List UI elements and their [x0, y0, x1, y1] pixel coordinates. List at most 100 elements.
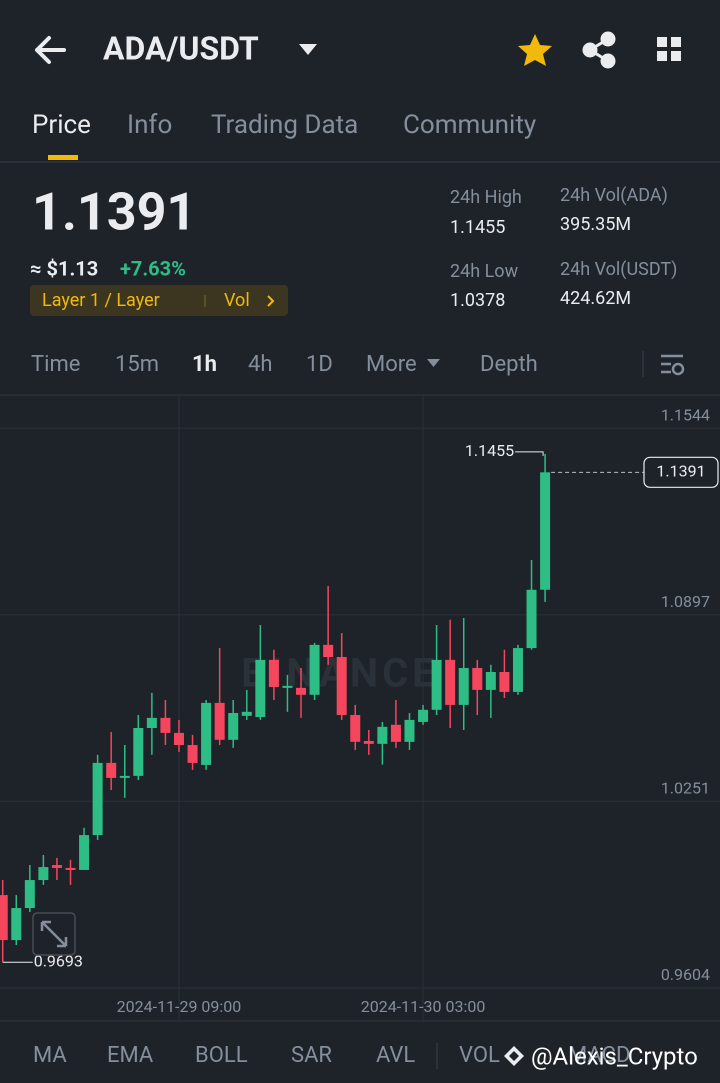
interval[interactable]: 4h — [248, 352, 272, 377]
candle-body — [472, 667, 483, 690]
candle-body — [92, 762, 103, 836]
candle-body — [0, 895, 8, 941]
tag-chevron — [267, 295, 275, 307]
candle-body — [418, 709, 429, 722]
candle-body — [24, 880, 35, 909]
candle-body — [241, 711, 252, 716]
candle-body — [526, 589, 537, 649]
indicator[interactable]: EMA — [107, 1043, 154, 1068]
candle-body — [363, 740, 374, 744]
candle-body — [228, 712, 239, 740]
candle-body — [309, 644, 320, 695]
indicator[interactable]: AVL — [376, 1043, 415, 1068]
fiat-price: ≈ $1.13 — [30, 256, 98, 280]
candle-body — [160, 717, 171, 733]
candle-body — [106, 762, 117, 778]
candlestick-chart: BINANCE0.96041.02511.08971.15442024-11-2… — [0, 395, 720, 1020]
candle-body — [540, 472, 551, 590]
favorite-star[interactable] — [518, 34, 552, 66]
candle-body — [336, 657, 347, 716]
more-caret — [427, 359, 440, 367]
tab[interactable]: Community — [403, 110, 536, 140]
interval-bar: Time 15m 1h 4h 1D More Depth — [31, 352, 538, 377]
watermark-logo — [504, 1046, 524, 1066]
candle-body — [38, 867, 49, 881]
x-tick-label: 2024-11-30 03:00 — [361, 997, 486, 1016]
candle-body — [323, 644, 334, 658]
last-price: 1.1391 — [32, 182, 196, 243]
tab[interactable]: Price — [32, 110, 91, 140]
stats: 24h High 1.1455 24h Vol(ADA) 395.35M 24h Low… — [450, 185, 677, 311]
tab[interactable]: Info — [127, 110, 172, 140]
tab[interactable]: Trading Data — [211, 110, 358, 140]
candle-body — [499, 672, 510, 692]
last-price-box — [643, 456, 719, 488]
y-tick-label: 1.0897 — [661, 592, 710, 611]
stat-label: 24h Vol(ADA) — [560, 185, 668, 206]
candle-body — [11, 908, 22, 941]
candle-body — [296, 687, 307, 695]
indicator[interactable]: SAR — [291, 1043, 332, 1068]
stat-value: 395.35M — [560, 214, 631, 235]
tab-bar: Price Info Trading Data Community — [32, 110, 536, 140]
candle-body — [173, 732, 184, 746]
tag-box[interactable] — [30, 285, 288, 316]
stat-value: 1.1455 — [450, 217, 505, 238]
indicator[interactable]: MACD — [568, 1043, 630, 1068]
y-tick-label: 1.1544 — [661, 405, 710, 424]
candle-body — [119, 775, 130, 778]
candle-body — [133, 727, 144, 776]
layout-button[interactable] — [657, 37, 681, 61]
interval[interactable]: More — [366, 352, 417, 377]
tag-label[interactable]: Layer 1 / Layer — [42, 290, 160, 311]
indicator[interactable]: VOL — [459, 1043, 500, 1068]
candle-body — [255, 659, 266, 718]
last-price-label: 1.1391 — [656, 462, 705, 481]
pair-caret[interactable] — [299, 44, 317, 55]
stat-value: 1.0378 — [450, 290, 505, 311]
interval[interactable]: 15m — [115, 352, 159, 377]
tag-extra[interactable]: Vol — [224, 290, 250, 311]
back-button[interactable] — [35, 36, 66, 64]
pair-title[interactable]: ADA/USDT — [103, 29, 259, 67]
interval[interactable]: Depth — [480, 352, 538, 377]
stat-label: 24h Vol(USDT) — [560, 259, 677, 280]
watermark: @Alexis_Crypto — [531, 1042, 698, 1070]
interval[interactable]: Time — [31, 352, 80, 377]
candle-body — [187, 745, 198, 763]
share-button[interactable] — [582, 31, 616, 69]
y-tick-label: 1.0251 — [661, 778, 710, 797]
indicator-bar: MA EMA BOLL SAR AVL VOL MACD — [33, 1043, 630, 1068]
low-marker: 0.9693 — [34, 952, 83, 971]
candle-body — [350, 715, 361, 742]
x-tick-label: 2024-11-29 09:00 — [117, 997, 242, 1016]
candle-body — [390, 724, 401, 742]
chart-settings-button[interactable] — [661, 354, 685, 376]
high-marker: 1.1455 — [465, 441, 514, 460]
candle-body — [79, 835, 90, 870]
expand-button[interactable] — [32, 912, 76, 956]
candle-body — [512, 648, 523, 692]
interval[interactable]: 1D — [306, 352, 333, 377]
candle-body — [431, 659, 442, 710]
candle-body — [201, 702, 212, 765]
candle-body — [146, 717, 157, 728]
indicator[interactable]: MA — [33, 1043, 67, 1068]
y-tick-label: 0.9604 — [661, 965, 710, 984]
candle-body — [445, 659, 456, 705]
candle-body — [51, 865, 62, 868]
stat-label: 24h High — [450, 187, 522, 208]
candle-body — [268, 659, 279, 688]
interval[interactable]: 1h — [192, 352, 217, 377]
tab-indicator — [48, 155, 78, 160]
candle-body — [458, 667, 469, 705]
change-percent: +7.63% — [120, 256, 186, 280]
candle-body — [485, 672, 496, 690]
stat-label: 24h Low — [450, 261, 519, 282]
candle-body — [214, 702, 225, 740]
indicator[interactable]: BOLL — [195, 1043, 248, 1068]
candle-body — [65, 867, 76, 870]
candle-body — [282, 685, 293, 688]
